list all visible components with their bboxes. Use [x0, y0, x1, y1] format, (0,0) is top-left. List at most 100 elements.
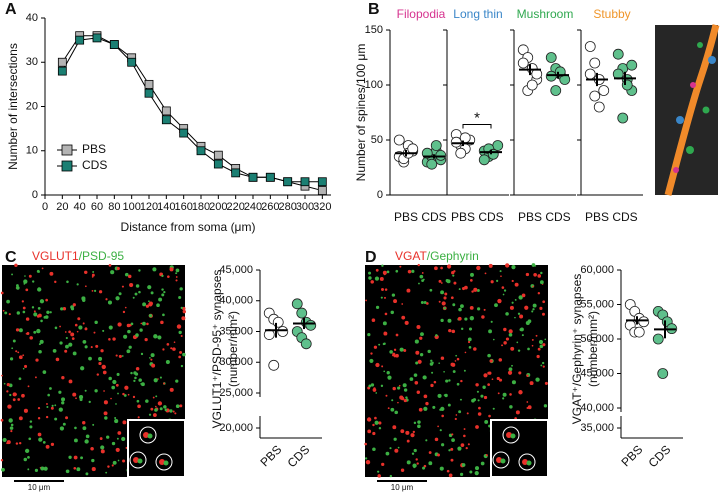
puncta [417, 263, 420, 267]
puncta [385, 451, 390, 456]
puncta [464, 351, 467, 354]
puncta [509, 405, 513, 409]
x-tick-label: 280 [278, 201, 296, 213]
puncta [78, 325, 83, 330]
puncta [175, 379, 179, 383]
puncta [483, 395, 488, 400]
puncta [178, 296, 182, 300]
puncta [148, 302, 153, 307]
puncta [450, 296, 454, 300]
puncta [445, 379, 449, 383]
x-tick-label: CDS [285, 442, 313, 470]
series-line [61, 37, 323, 183]
puncta [501, 344, 504, 347]
puncta [385, 394, 388, 397]
point [161, 115, 171, 125]
puncta [54, 280, 57, 284]
puncta [395, 353, 399, 358]
puncta [487, 371, 491, 375]
puncta [38, 437, 43, 442]
puncta [84, 389, 87, 392]
puncta [448, 379, 451, 382]
puncta [447, 318, 452, 323]
puncta [11, 273, 13, 276]
puncta [518, 371, 522, 375]
puncta [18, 377, 22, 381]
puncta [138, 378, 142, 382]
point [196, 146, 206, 156]
puncta [404, 320, 409, 325]
puncta [503, 289, 507, 292]
puncta [377, 470, 380, 473]
puncta [45, 415, 49, 419]
puncta [440, 290, 445, 295]
puncta [0, 291, 4, 295]
puncta [150, 407, 154, 411]
puncta [175, 268, 180, 273]
puncta [470, 272, 474, 277]
puncta [401, 315, 406, 320]
puncta [490, 320, 493, 323]
legend-swatch [61, 144, 73, 156]
inset-puncta [522, 459, 528, 465]
point [231, 168, 241, 178]
y-tick-label: 30,000 [219, 356, 253, 368]
puncta [463, 369, 466, 372]
puncta [391, 293, 396, 297]
spine-head [686, 146, 694, 154]
puncta [369, 358, 374, 363]
puncta [16, 286, 20, 290]
puncta [372, 447, 376, 451]
x-tick-label: CDS [421, 210, 446, 224]
puncta [115, 383, 119, 387]
puncta [123, 394, 127, 397]
puncta [47, 393, 50, 397]
puncta [383, 370, 386, 373]
puncta [180, 364, 184, 368]
puncta [497, 392, 500, 395]
point [92, 33, 102, 43]
y-tick-label: 45,000 [580, 367, 614, 379]
y-tick-label: 60,000 [580, 264, 614, 276]
puncta [387, 375, 392, 380]
puncta [511, 279, 514, 283]
puncta [372, 423, 375, 427]
puncta [110, 270, 115, 275]
puncta [28, 274, 32, 278]
puncta [410, 433, 415, 438]
puncta [463, 434, 466, 438]
puncta [38, 343, 41, 346]
puncta [538, 339, 544, 345]
puncta [511, 265, 516, 270]
puncta [61, 401, 65, 405]
puncta [172, 410, 175, 413]
puncta [447, 403, 451, 407]
puncta [65, 416, 69, 420]
puncta [440, 282, 443, 284]
puncta [153, 378, 158, 383]
puncta [393, 437, 397, 441]
puncta [16, 311, 20, 315]
puncta [139, 328, 143, 332]
puncta [498, 358, 503, 362]
puncta [374, 276, 380, 281]
puncta [514, 282, 519, 287]
x-tick-label: 60 [91, 201, 103, 213]
puncta [384, 288, 388, 291]
puncta [540, 271, 543, 275]
puncta [105, 298, 108, 301]
puncta [429, 362, 434, 366]
puncta [387, 407, 390, 410]
puncta [54, 404, 57, 407]
puncta [140, 322, 143, 325]
puncta [148, 314, 153, 318]
puncta [371, 318, 376, 322]
puncta [402, 383, 407, 388]
puncta [395, 269, 399, 273]
puncta [80, 366, 85, 371]
puncta [505, 337, 510, 341]
puncta [392, 354, 394, 357]
image-label: VGLUT1/PSD-95 [32, 249, 124, 263]
puncta [175, 272, 178, 275]
puncta [118, 354, 122, 358]
